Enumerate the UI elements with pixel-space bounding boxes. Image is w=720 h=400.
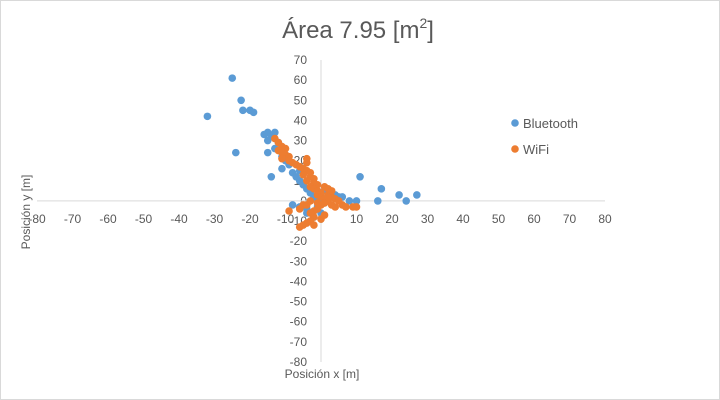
data-point [327,187,336,195]
y-axis-title: Posición y [m] [19,175,33,250]
x-tick-label: 10 [350,212,364,226]
data-point [395,191,403,199]
legend-label: Bluetooth [523,116,578,131]
data-point [356,172,364,181]
data-point [352,203,361,211]
data-point [352,197,361,205]
legend-marker [511,145,519,153]
x-tick-label: 20 [385,212,399,226]
data-point [374,197,382,205]
data-point [402,197,411,205]
data-point [237,96,245,105]
data-point [303,177,311,185]
data-point [299,170,308,179]
legend-marker [511,119,519,127]
data-point [249,108,258,117]
y-tick-label: 50 [294,93,308,107]
data-point [324,193,332,201]
chart-title: Área 7.95 [m2] [282,15,434,44]
y-tick-label: -70 [290,335,308,349]
data-point [413,191,421,199]
data-point [306,197,315,205]
data-point [278,164,286,173]
data-point [303,158,311,167]
x-tick-label: 30 [421,212,435,226]
x-tick-labels: -80-70-60-50-40-30-20-100102030405060708… [28,212,612,226]
y-tick-label: 30 [294,134,308,148]
y-tick-label: -50 [290,295,308,309]
series-wifi [271,134,361,231]
data-point [295,205,304,213]
data-point [285,207,293,215]
data-point [342,203,350,211]
y-tick-label: 60 [294,73,308,87]
x-tick-label: -50 [135,212,153,226]
x-tick-label: -10 [277,212,295,226]
data-point [228,74,237,82]
chart-title-suffix: ] [427,17,434,44]
legend-label: WiFi [523,142,549,157]
chart-title-main: Área 7.95 [m [282,17,419,44]
data-point [320,211,329,219]
data-point [288,201,297,209]
data-point [267,172,276,181]
data-point [295,223,304,231]
data-point [345,197,354,205]
x-tick-label: 50 [492,212,506,226]
y-tick-label: -30 [290,254,308,268]
data-point [239,106,247,115]
data-point [292,172,300,181]
x-tick-label: 80 [598,212,612,226]
y-tick-label: -80 [290,355,308,369]
x-tick-label: 60 [527,212,541,226]
x-tick-label: -30 [206,212,224,226]
y-tick-label: 40 [294,113,308,127]
data-point [260,130,269,139]
y-tick-label: -60 [290,315,308,329]
data-point [377,185,386,193]
data-point [317,201,325,209]
data-point [263,136,272,145]
x-tick-label: -60 [99,212,117,226]
data-points [203,74,421,231]
y-tick-label: -40 [290,274,308,288]
data-point [263,148,272,157]
x-axis-title: Posición x [m] [285,367,360,381]
x-tick-label: -70 [64,212,82,226]
x-tick-label: -80 [28,212,46,226]
chart-title-superscript: 2 [419,15,427,31]
y-tick-label: 70 [294,53,308,67]
data-point [331,203,340,211]
y-tick-label: -20 [290,234,308,248]
x-tick-label: -20 [241,212,259,226]
legend: Bluetooth WiFi [511,116,578,157]
x-tick-label: 70 [563,212,577,226]
data-point [232,148,240,157]
x-tick-label: -40 [170,212,188,226]
data-point [278,154,286,163]
x-tick-label: 40 [456,212,470,226]
data-point [203,112,212,121]
data-point [310,221,318,229]
